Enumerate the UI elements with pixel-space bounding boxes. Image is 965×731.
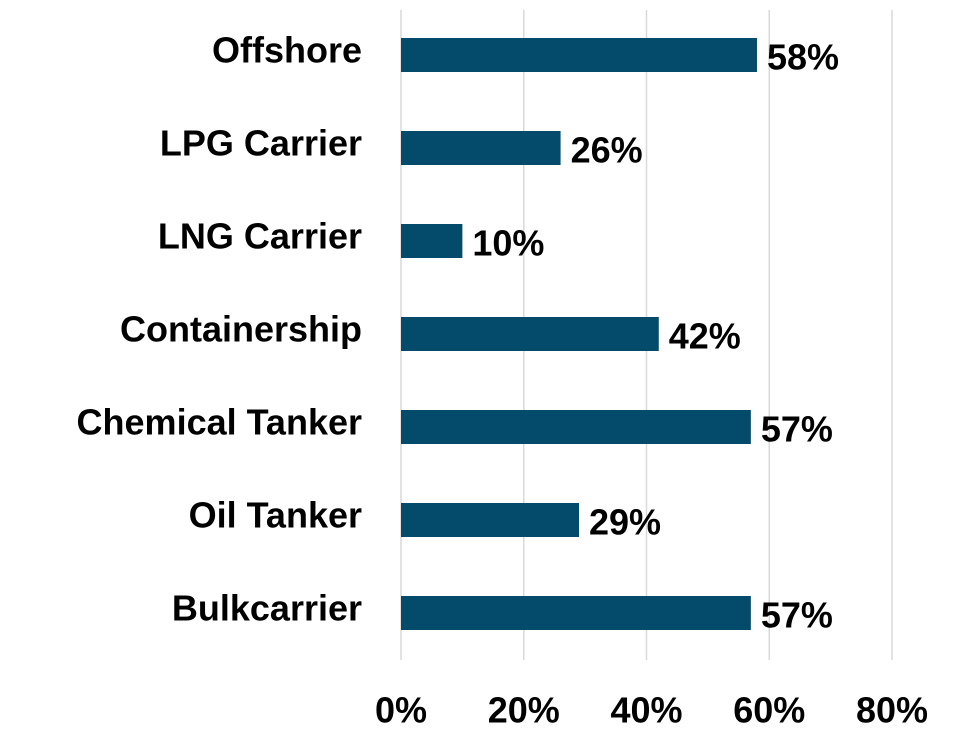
data-label: 42% xyxy=(669,316,741,357)
y-tick-label: Chemical Tanker xyxy=(77,402,362,443)
data-label: 58% xyxy=(767,37,839,78)
x-tick-label: 0% xyxy=(375,690,427,731)
bar xyxy=(401,131,561,165)
x-tick-label: 20% xyxy=(488,690,560,731)
y-tick-label: Offshore xyxy=(212,30,362,71)
x-tick-label: 80% xyxy=(856,690,928,731)
bar xyxy=(401,410,751,444)
y-tick-label: LNG Carrier xyxy=(158,216,362,257)
bar xyxy=(401,317,659,351)
x-tick-label: 60% xyxy=(733,690,805,731)
data-label: 57% xyxy=(761,409,833,450)
y-tick-label: Oil Tanker xyxy=(189,495,362,536)
data-label: 26% xyxy=(571,130,643,171)
y-tick-label: LPG Carrier xyxy=(160,123,362,164)
bar xyxy=(401,596,751,630)
bar xyxy=(401,503,579,537)
y-tick-label: Bulkcarrier xyxy=(172,588,362,629)
bar xyxy=(401,38,757,72)
bar xyxy=(401,224,463,258)
y-tick-label: Containership xyxy=(120,309,362,350)
x-tick-label: 40% xyxy=(610,690,682,731)
data-label: 10% xyxy=(472,223,544,264)
data-label: 57% xyxy=(761,595,833,636)
data-label: 29% xyxy=(589,502,661,543)
